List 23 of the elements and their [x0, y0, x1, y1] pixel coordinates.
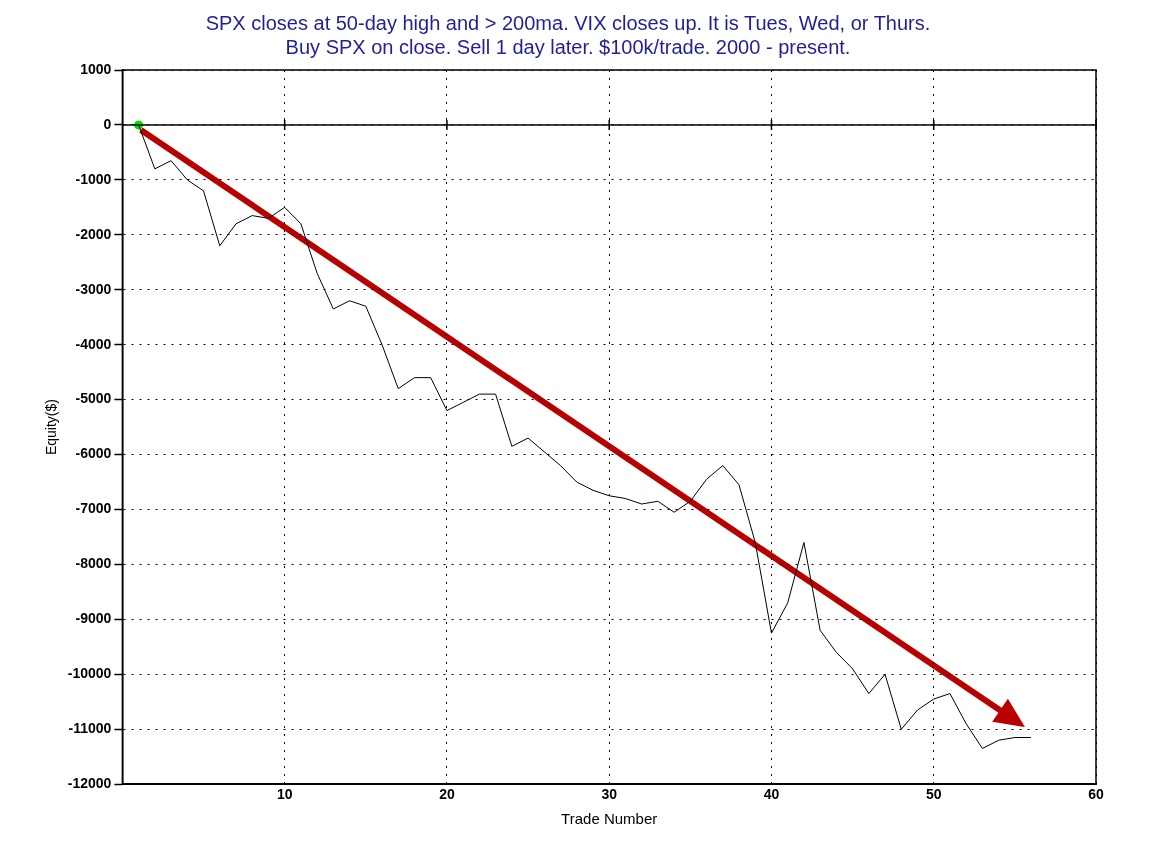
y-tick-label: -4000 — [75, 335, 112, 352]
y-tick-label: -9000 — [75, 610, 112, 627]
x-tick-label: 20 — [439, 786, 455, 803]
y-tick-label: 0 — [103, 115, 112, 132]
y-tick-label: -11000 — [68, 720, 112, 737]
y-tick-label: -7000 — [75, 500, 112, 517]
y-tick-label: -10000 — [67, 665, 112, 682]
x-tick-label: 10 — [276, 786, 293, 803]
y-axis-title: Equity($) — [43, 399, 60, 456]
y-tick-label: -12000 — [67, 775, 112, 792]
x-tick-label: 30 — [601, 786, 618, 803]
y-tick-label: -8000 — [75, 555, 112, 572]
y-tick-label: -5000 — [75, 390, 112, 407]
y-tick-label: -1000 — [75, 170, 112, 187]
y-tick-label: -3000 — [75, 280, 112, 297]
x-tick-label: 50 — [925, 786, 942, 803]
chart-title: SPX closes at 50-day high and > 200ma. VIX closes up. It is Tues, Wed, or Thurs. Buy SPX on close. Sell 1 day later. $100k/trade. 2000 - present. — [205, 11, 931, 58]
y-tick-label: 1000 — [80, 60, 112, 77]
y-tick-label: -6000 — [75, 445, 112, 462]
x-tick-label: 60 — [1088, 786, 1104, 803]
y-tick-label: -2000 — [75, 225, 112, 242]
x-tick-label: 40 — [763, 786, 780, 803]
x-axis-title: Trade Number — [561, 810, 658, 828]
